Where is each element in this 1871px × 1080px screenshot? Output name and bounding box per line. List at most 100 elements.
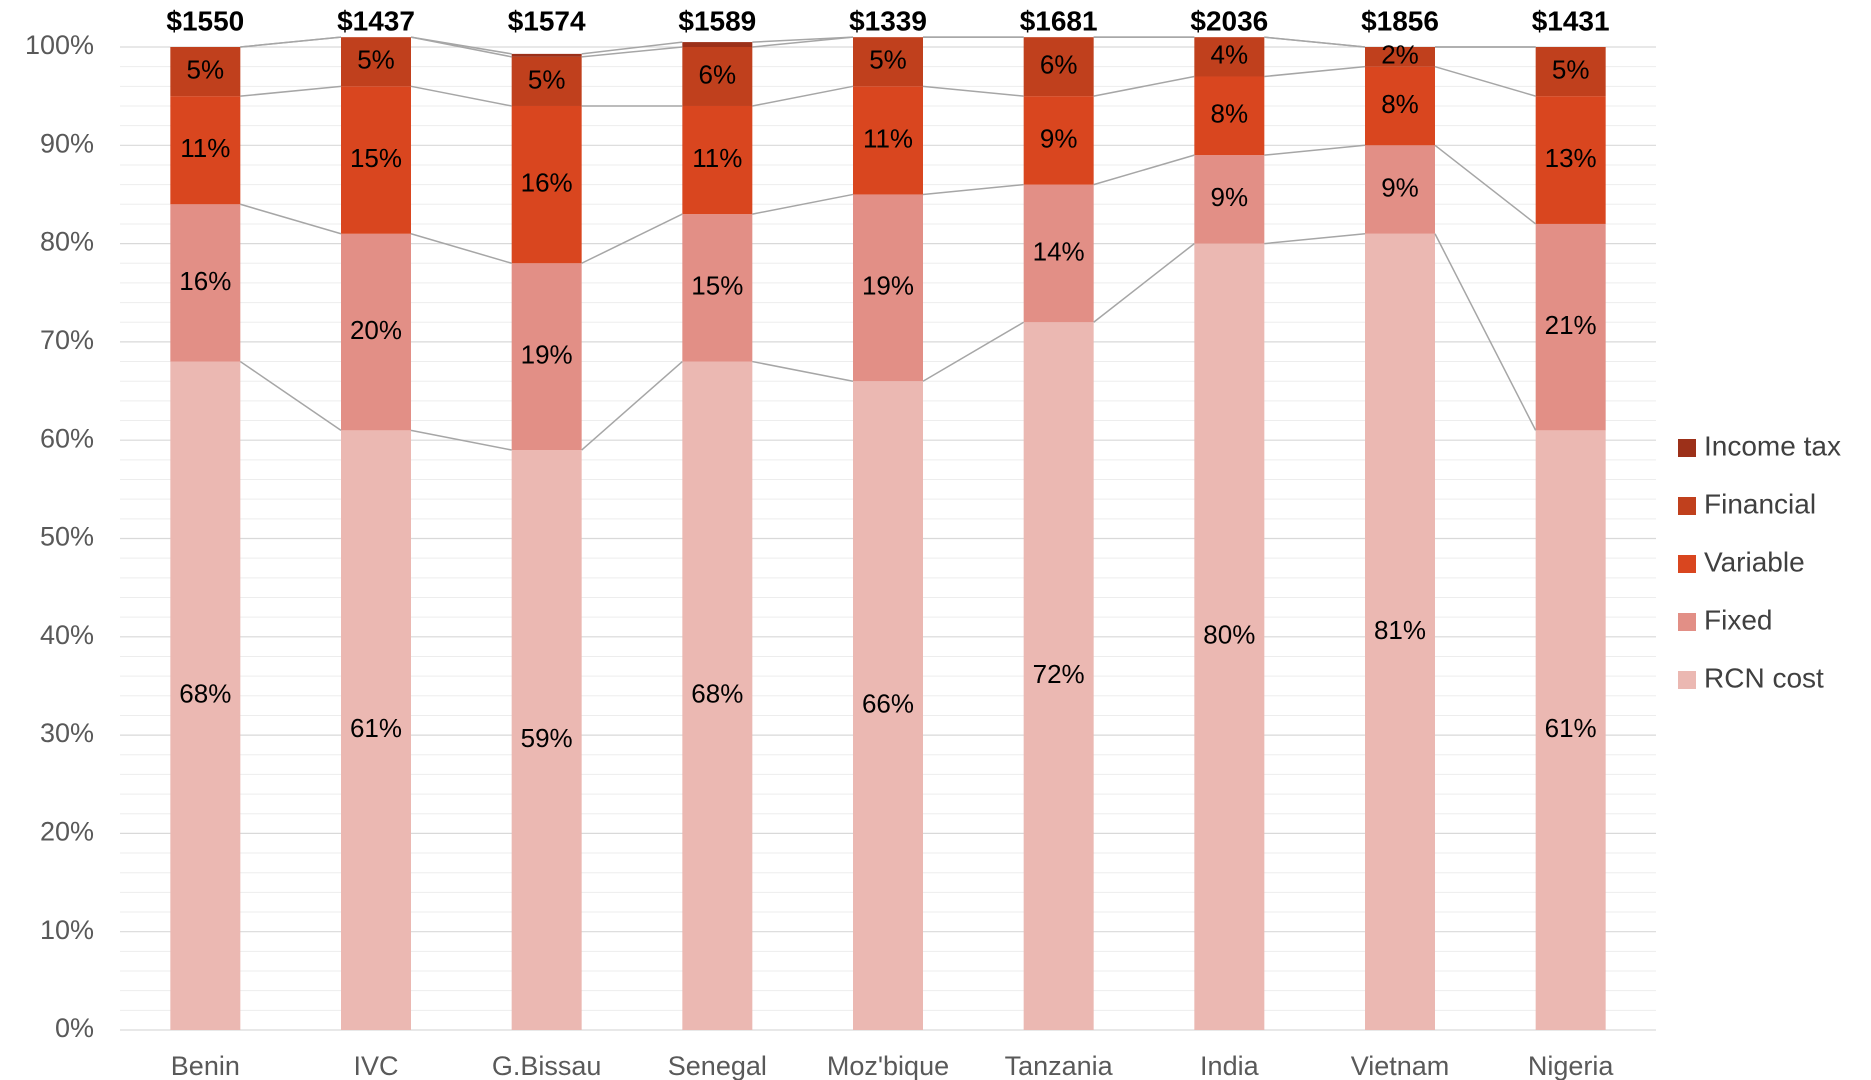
connector-line	[581, 360, 683, 451]
legend-swatch	[1678, 613, 1696, 631]
bar-segment	[1023, 184, 1094, 323]
x-tick-label: Tanzania	[1005, 1051, 1114, 1080]
legend-label: RCN cost	[1704, 662, 1824, 693]
x-tick-label: Nigeria	[1528, 1051, 1615, 1080]
bar-segment	[170, 361, 241, 1030]
connector-line	[239, 360, 342, 431]
y-tick-label: 90%	[40, 128, 94, 158]
data-label: 2%	[1381, 40, 1419, 70]
bar-segment	[853, 381, 923, 1031]
data-label: 11%	[180, 133, 230, 163]
y-tick-label: 0%	[55, 1013, 94, 1043]
connector-line	[410, 36, 512, 55]
connector-line	[922, 321, 1025, 382]
bar-segment	[682, 214, 753, 362]
bar-segment	[1194, 155, 1265, 244]
data-label: 5%	[1552, 54, 1590, 84]
connector-line	[752, 36, 854, 43]
data-label: 4%	[1211, 40, 1249, 70]
bar-segment	[1194, 243, 1265, 1031]
data-label: 8%	[1211, 99, 1249, 129]
data-label: 16%	[521, 167, 573, 197]
x-tick-label: Vietnam	[1351, 1051, 1450, 1080]
y-tick-label: 30%	[40, 718, 94, 748]
connector-line	[410, 85, 512, 107]
total-label: $1431	[1532, 5, 1610, 36]
connector-line	[1434, 233, 1537, 431]
legend-swatch	[1678, 555, 1696, 573]
connector-line	[752, 36, 854, 48]
data-label: 9%	[1040, 123, 1078, 153]
y-tick-label: 40%	[40, 620, 94, 650]
y-tick-label: 20%	[40, 817, 94, 847]
data-label: 81%	[1374, 615, 1426, 645]
data-label: 11%	[692, 143, 742, 173]
bar-segment	[1365, 47, 1435, 67]
data-label: 9%	[1381, 172, 1419, 202]
bar-segment	[1365, 233, 1435, 1030]
legend-swatch	[1678, 439, 1696, 457]
connector-line	[1264, 144, 1366, 156]
bar-segment	[853, 86, 923, 195]
data-label: 68%	[691, 679, 743, 709]
y-tick-label: 70%	[40, 325, 94, 355]
bar-segment	[341, 430, 411, 1030]
legend-swatch	[1678, 497, 1696, 515]
y-tick-label: 10%	[40, 915, 94, 945]
x-tick-label: Moz'bique	[827, 1051, 949, 1080]
legend-label: Financial	[1704, 488, 1816, 519]
data-label: 19%	[521, 340, 573, 370]
data-label: 11%	[863, 123, 913, 153]
connector-line	[922, 183, 1024, 196]
bar-segment	[170, 47, 241, 97]
connector-line	[752, 193, 854, 215]
total-label: $1574	[508, 5, 586, 36]
bar-segment	[853, 194, 923, 382]
connector-line	[752, 85, 854, 107]
data-label: 6%	[699, 59, 737, 89]
legend-label: Fixed	[1704, 604, 1772, 635]
bar-segment	[341, 233, 411, 431]
connector-line	[752, 360, 854, 382]
x-tick-label: India	[1200, 1051, 1260, 1080]
connector-line	[1093, 75, 1195, 97]
bar-segment	[511, 56, 582, 106]
bar-segment	[511, 105, 582, 264]
bar-segment	[1535, 223, 1606, 431]
connector-line	[240, 36, 342, 48]
bar-segment	[170, 204, 241, 362]
bar-segment	[1535, 430, 1606, 1030]
connector-line	[1434, 65, 1536, 97]
connector-line	[922, 85, 1024, 97]
bar-segment	[853, 37, 923, 87]
bar-segment	[682, 47, 753, 106]
legend-label: Income tax	[1704, 430, 1841, 461]
bar-segment	[682, 361, 753, 1030]
connector-line	[240, 85, 342, 97]
bar-segment	[1535, 96, 1606, 224]
data-label: 61%	[350, 713, 402, 743]
data-label: 66%	[862, 688, 914, 718]
data-label: 61%	[1545, 713, 1597, 743]
x-tick-label: IVC	[353, 1051, 398, 1080]
bar-segment	[511, 53, 582, 57]
bar-segment	[1194, 76, 1265, 156]
connector-line	[410, 429, 512, 451]
bar-segment	[1535, 47, 1606, 97]
total-label: $1437	[337, 5, 415, 36]
bar-segment	[511, 263, 582, 451]
connector-line	[581, 46, 683, 58]
bar-segment	[341, 86, 411, 234]
data-label: 5%	[528, 64, 566, 94]
total-label: $2036	[1190, 5, 1268, 36]
data-label: 5%	[869, 45, 907, 75]
connector-line	[1264, 36, 1366, 48]
bar-segment	[1365, 145, 1435, 234]
x-tick-label: Benin	[171, 1051, 240, 1080]
connector-line	[581, 213, 683, 264]
bar-segment	[1194, 37, 1265, 77]
data-label: 20%	[350, 315, 402, 345]
data-label: 68%	[179, 679, 231, 709]
connector-line	[240, 203, 342, 235]
